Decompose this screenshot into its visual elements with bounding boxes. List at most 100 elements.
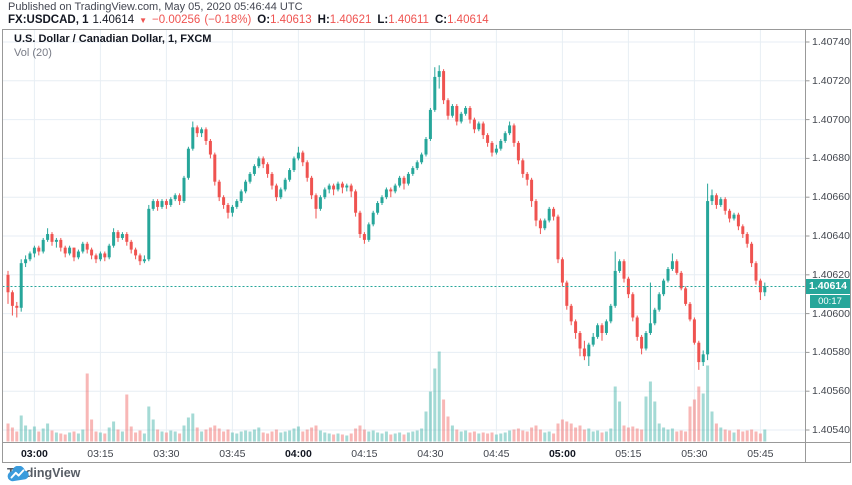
price-axis-label[interactable]: 1.40680 [812,152,850,165]
volume-bar [411,431,415,442]
time-axis-label[interactable]: 03:15 [87,448,114,460]
candle-down [204,129,208,141]
volume-bar [37,431,41,442]
price-axis-label[interactable]: 1.40720 [812,74,850,87]
candle-down [354,191,358,213]
volume-bar [85,373,89,442]
candle-down [679,272,683,289]
candle-up [54,239,58,242]
volume-indicator-label[interactable]: Vol (20) [14,47,52,59]
price-axis-label[interactable]: 1.40540 [812,424,850,436]
volume-bar [679,430,683,442]
chart-legend-title[interactable]: U.S. Dollar / Canadian Dollar, 1, FXCM [14,33,212,45]
volume-bar [662,427,666,442]
candle-up [24,259,28,264]
volume-bar [182,425,186,442]
candle-down [314,195,318,209]
time-axis-label[interactable]: 04:00 [284,448,312,460]
candle-up [393,185,397,192]
volume-bar [754,431,758,442]
volume-bar [472,431,476,442]
price-axis-label[interactable]: 1.40620 [812,268,850,281]
candle-down [631,294,635,318]
tradingview-attribution[interactable]: TradingView [7,466,80,482]
volume-bar [349,433,353,442]
price-axis-label[interactable]: 1.40700 [812,113,850,126]
candle-up [604,321,608,333]
candle-down [516,142,520,161]
volume-bar [719,427,723,442]
volume-bar [112,421,116,442]
candle-up [420,154,424,163]
candle-up [336,183,340,190]
candle-up [252,166,256,174]
candle-down [103,253,107,258]
close-value: 1.40614 [447,14,489,26]
candle-down [525,173,529,180]
volume-bar [186,417,190,442]
volume-bar [402,434,406,442]
candle-down [754,263,758,281]
volume-bar [745,430,749,442]
ohlc-high: H:1.40621 [318,14,372,26]
volume-bar [468,432,472,442]
volume-bar [129,426,133,442]
volume-bar [151,419,155,442]
volume-bar [81,429,85,442]
time-axis-label[interactable]: 03:45 [219,448,246,460]
volume-bar [437,351,441,442]
volume-bar [710,411,714,442]
candle-up [376,203,380,213]
volume-bar [191,413,195,442]
volume-bar [503,432,507,442]
candle-down [90,249,94,256]
time-axis-label[interactable]: 03:00 [20,448,48,460]
volume-bar [59,433,63,442]
time-axis-label[interactable]: 05:15 [615,448,642,460]
candle-down [125,234,129,242]
candle-up [318,197,322,209]
price-axis-label[interactable]: 1.40560 [812,385,850,398]
price-axis-label[interactable]: 1.40740 [812,36,850,48]
candle-up [345,185,349,188]
price-axis-label[interactable]: 1.40640 [812,230,850,242]
volume-bar [376,432,380,442]
volume-bar [160,431,164,442]
candle-up [406,173,410,184]
time-axis-label[interactable]: 05:00 [548,448,576,460]
volume-bar [499,433,503,442]
time-axis-label[interactable]: 05:30 [681,448,708,460]
bar-countdown-timer: 00:17 [810,294,850,308]
candle-up [587,344,591,357]
price-axis-label[interactable]: 1.40600 [812,307,850,320]
candle-up [657,294,661,310]
candle-up [433,76,437,110]
candle-down [266,164,270,174]
volume-bar [239,431,243,442]
candle-up [653,309,657,324]
volume-bar [692,399,696,442]
candle-up [499,140,503,149]
time-axis-label[interactable]: 04:45 [483,448,510,460]
time-axis-label[interactable]: 05:45 [747,448,774,460]
candle-up [19,263,23,308]
candle-up [142,259,146,262]
volume-bar [103,433,107,442]
volume-bar [569,423,573,442]
time-axis-label[interactable]: 04:15 [351,448,378,460]
volume-bar [763,429,767,442]
time-axis-label[interactable]: 04:30 [417,448,444,460]
candle-up [424,139,428,155]
candle-down [688,303,692,320]
candle-down [745,234,749,244]
candle-up [327,185,331,190]
volume-bar [688,406,692,442]
volume-bar [314,425,318,442]
time-axis-label[interactable]: 03:30 [153,448,180,460]
volume-bar [697,386,701,442]
volume-bar [63,434,67,442]
price-axis-label[interactable]: 1.40660 [812,191,850,204]
price-axis-label[interactable]: 1.40580 [812,346,850,359]
candle-up [618,261,622,271]
